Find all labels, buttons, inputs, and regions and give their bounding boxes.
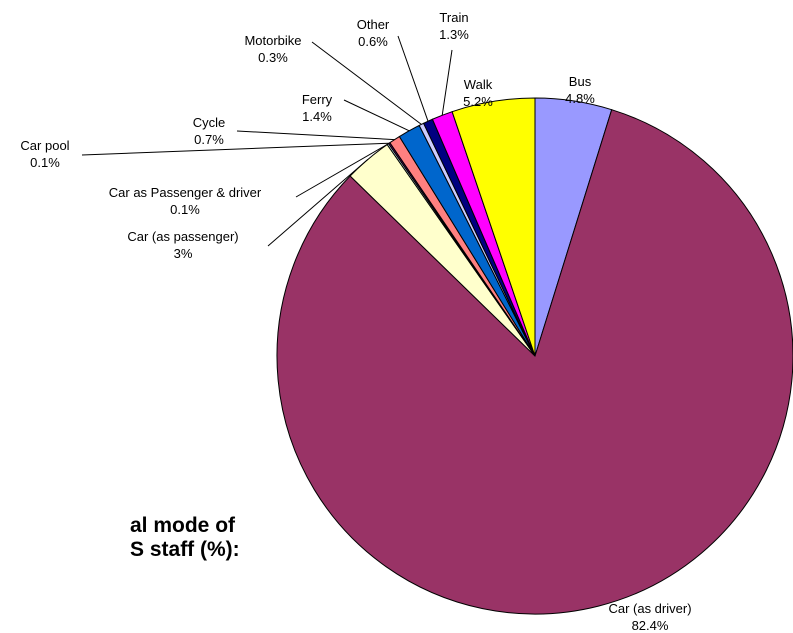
slice-label: Car (as driver) (608, 601, 691, 616)
pie-slice-car-as-driver (276, 109, 793, 615)
caption-line-2: S staff (%): (130, 538, 240, 561)
leader-lines (81, 35, 453, 247)
slice-label: Ferry (302, 92, 333, 107)
leader-line (343, 99, 410, 132)
slice-value-label: 0.6% (358, 34, 388, 49)
slice-value-label: 0.1% (170, 202, 200, 217)
pie-slice-walk (451, 97, 536, 357)
slice-value-label: 0.1% (30, 155, 60, 170)
slice-label: Car pool (20, 138, 69, 153)
slice-value-label: 5.2% (463, 94, 493, 109)
slice-value-label: 82.4% (632, 618, 669, 633)
slice-label: Car (as passenger) (127, 229, 238, 244)
slice-label: Bus (569, 74, 592, 89)
slice-value-label: 0.3% (258, 50, 288, 65)
slice-label: Car as Passenger & driver (109, 185, 262, 200)
leader-line (441, 49, 453, 116)
leader-line (397, 35, 429, 122)
slice-labels: Bus 4.8% Car (as driver) 82.4% Car (as passe… (20, 10, 691, 633)
slice-value-label: 1.3% (439, 27, 469, 42)
slice-value-label: 4.8% (565, 91, 595, 106)
slice-value-label: 0.7% (194, 132, 224, 147)
slice-value-label: 3% (174, 246, 193, 261)
leader-line (81, 142, 390, 156)
pie-slices (276, 97, 793, 615)
slice-label: Train (439, 10, 468, 25)
slice-label: Cycle (193, 115, 226, 130)
leader-line (295, 143, 389, 198)
chart-caption: al mode of S staff (%): (130, 514, 410, 562)
slice-value-label: 1.4% (302, 109, 332, 124)
slice-label: Walk (464, 77, 493, 92)
leader-line (311, 41, 422, 125)
caption-line-1: al mode of (130, 514, 236, 537)
slice-label: Motorbike (244, 33, 301, 48)
slice-label: Other (357, 17, 390, 32)
leader-line (236, 130, 395, 141)
leader-line (267, 159, 369, 247)
